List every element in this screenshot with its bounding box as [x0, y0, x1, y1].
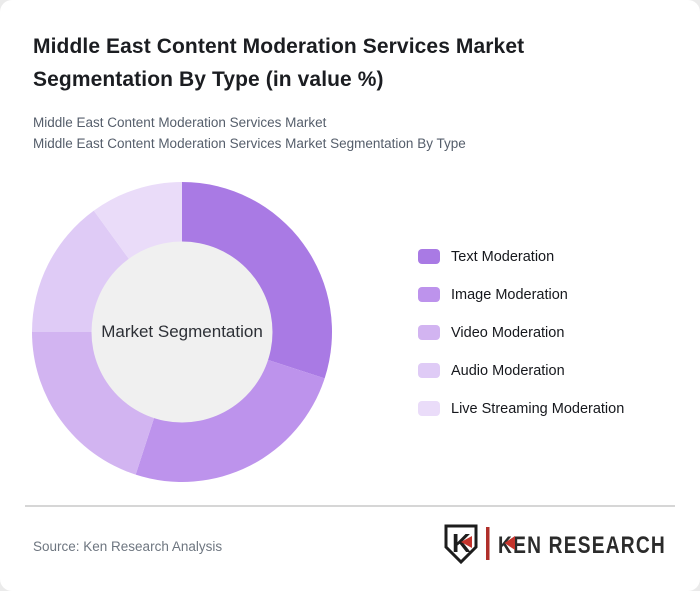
legend-swatch-icon: [418, 401, 440, 416]
svg-text:KEN RESEARCH: KEN RESEARCH: [498, 532, 666, 559]
legend-item-video-moderation[interactable]: Video Moderation: [418, 323, 624, 342]
legend-item-audio-moderation[interactable]: Audio Moderation: [418, 361, 624, 380]
legend-item-label: Audio Moderation: [451, 362, 565, 379]
donut-inner-circle: [91, 241, 273, 423]
wordmark-red-triangle: [504, 536, 515, 550]
donut-chart-svg: [32, 182, 333, 483]
source-attribution: Source: Ken Research Analysis: [33, 539, 223, 554]
legend-item-image-moderation[interactable]: Image Moderation: [418, 285, 624, 304]
legend-item-label: Video Moderation: [451, 324, 565, 341]
ken-research-wordmark: KEN RESEARCH: [498, 532, 666, 559]
legend-item-label: Live Streaming Moderation: [451, 400, 625, 417]
logo-divider-bar: [486, 527, 490, 560]
svg-text:K: K: [452, 528, 471, 558]
legend-swatch-icon: [418, 325, 440, 340]
shield-red-triangle: [461, 536, 472, 548]
ken-research-logo: K KEN RESEARCH: [442, 523, 670, 565]
legend-item-live-streaming-moderation[interactable]: Live Streaming Moderation: [418, 399, 624, 418]
legend-swatch-icon: [418, 363, 440, 378]
footer-divider: [25, 505, 675, 507]
legend-item-label: Image Moderation: [451, 286, 568, 303]
legend-swatch-icon: [418, 287, 440, 302]
legend-swatch-icon: [418, 249, 440, 264]
legend-item-label: Text Moderation: [451, 248, 555, 265]
page-title: Middle East Content Moderation Services …: [33, 35, 525, 91]
chart-subtitle-line-1: Middle East Content Moderation Services …: [33, 115, 327, 130]
chart-subtitle-line-2: Middle East Content Moderation Services …: [33, 136, 466, 151]
legend-item-text-moderation[interactable]: Text Moderation: [418, 247, 624, 266]
ken-research-shield-icon: K: [444, 524, 478, 565]
chart-legend: Text Moderation Image Moderation Video M…: [418, 247, 624, 437]
donut-chart: Market Segmentation: [30, 180, 334, 484]
